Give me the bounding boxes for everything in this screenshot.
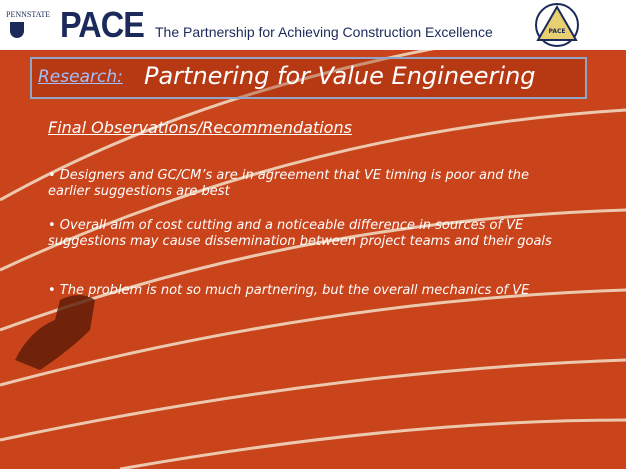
bullet: • Overall aim of cost cutting and a noti… [48,218,568,250]
slide: PENNSTATE PACE The Partnership for Achie… [0,0,626,469]
header: PENNSTATE PACE The Partnership for Achie… [0,0,626,50]
title-box: Research: Partnering for Value Engineeri… [30,57,587,99]
emblem [532,2,582,48]
section-heading: Final Observations/Recommendations [48,118,352,137]
title-label: Research: [38,67,123,87]
bullet: • The problem is not so much partnering,… [48,283,568,299]
title-text: Partnering for Value Engineering [144,62,536,90]
emblem-text: PACE [537,28,577,35]
brand: PACE [60,4,144,46]
logo-shield [10,22,24,38]
tagline: The Partnership for Achieving Constructi… [155,24,493,40]
bullet: • Designers and GC/CM’s are in agreement… [48,168,568,200]
logo-text: PENNSTATE [6,10,50,19]
